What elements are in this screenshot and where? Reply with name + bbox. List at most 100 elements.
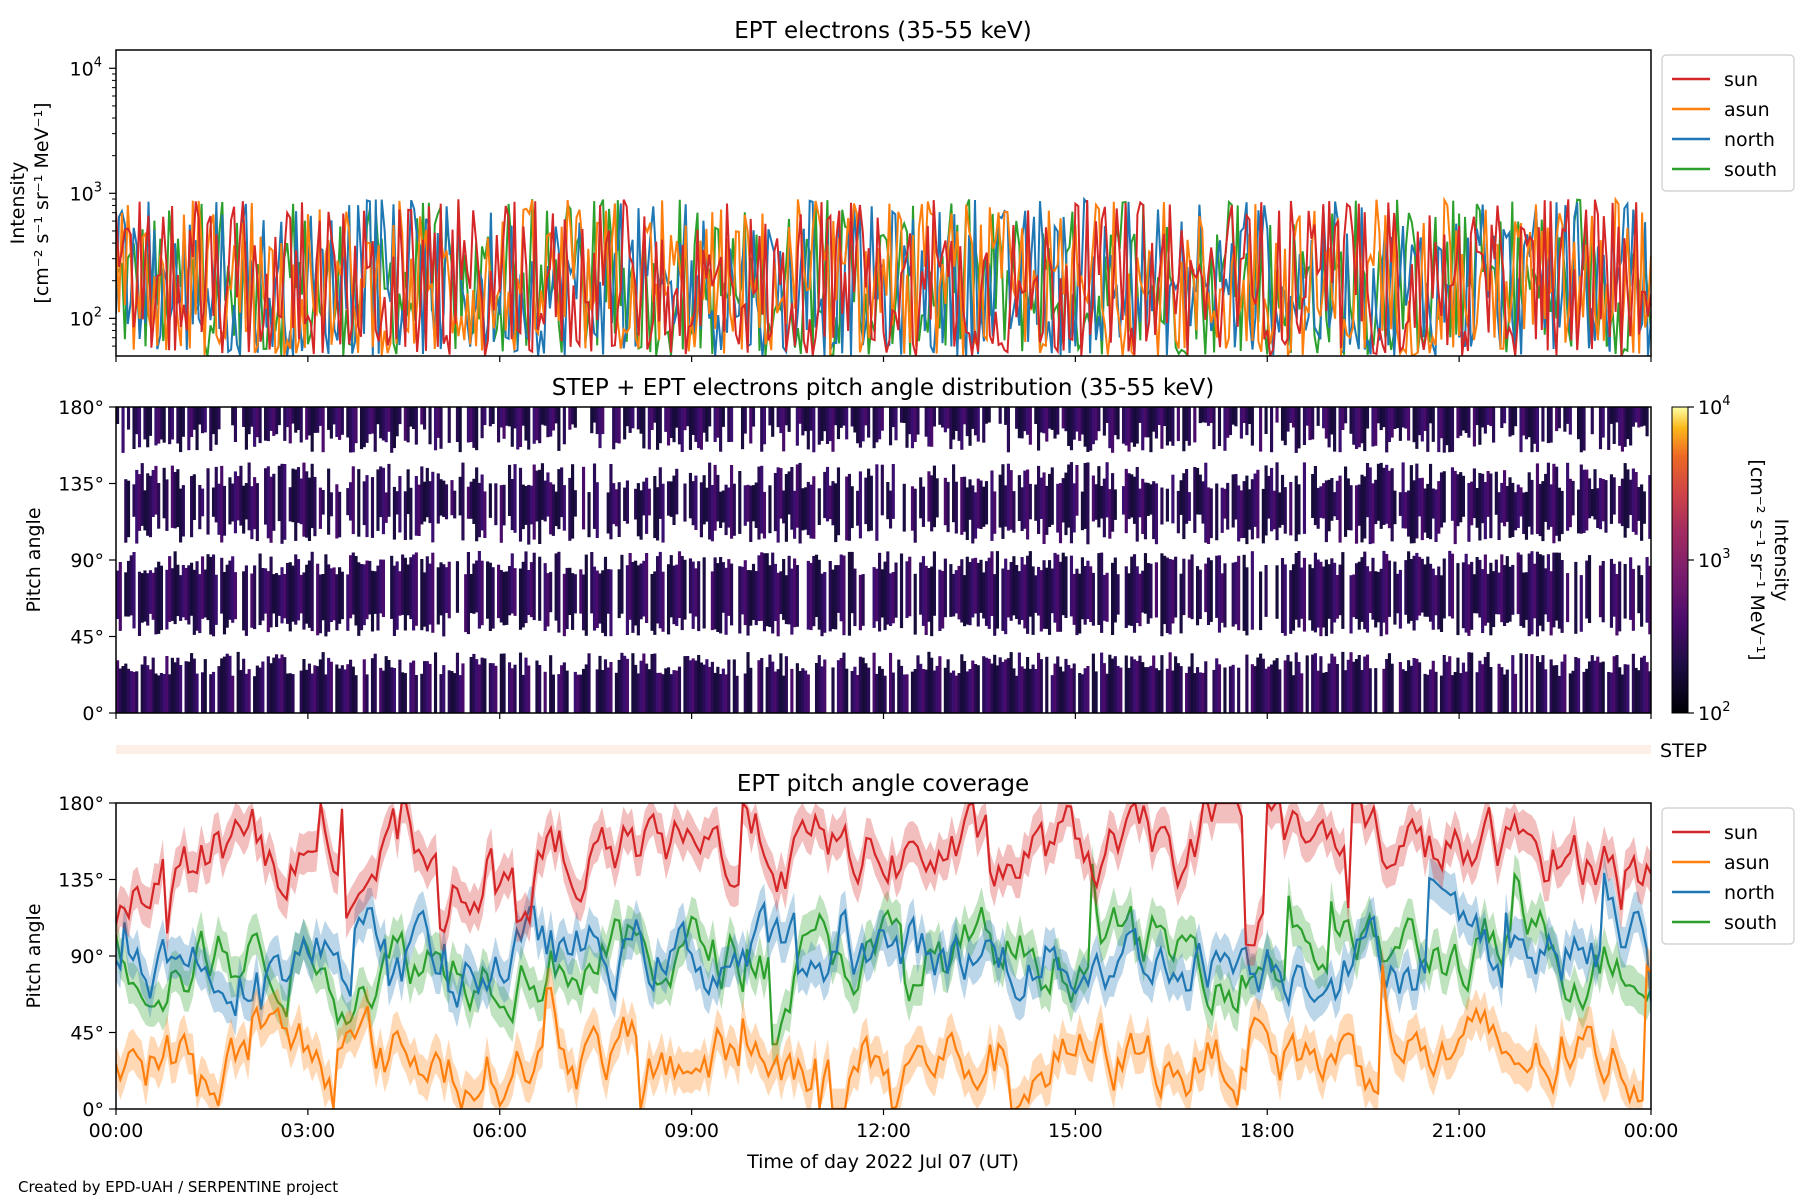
heatmap-cell [724,567,728,635]
heatmap-cell [623,487,627,521]
heatmap-cell [423,661,427,713]
heatmap-cell [790,467,794,530]
heatmap-cell [798,671,802,713]
heatmap-cell [806,674,810,713]
heatmap-cell [905,561,909,618]
heatmap-cell [1058,561,1063,632]
heatmap-cell [557,674,561,713]
heatmap-cell [1618,486,1622,524]
heatmap-cell [1195,467,1200,515]
heatmap-cell [817,559,821,630]
heatmap-cell [154,465,158,515]
heatmap-cell [1080,407,1084,435]
heatmap-cell [1080,674,1084,713]
heatmap-cell [960,559,964,623]
heatmap-cell [412,407,416,429]
heatmap-cell [291,407,295,424]
heatmap-cell [1231,562,1235,627]
heatmap-cell [146,665,150,713]
heatmap-cell [645,663,649,713]
heatmap-cell [820,407,824,441]
heatmap-cell [598,573,602,624]
heatmap-cell [516,407,520,450]
heatmap-cell [1453,470,1457,545]
heatmap-cell [455,561,460,613]
heatmap-cell [669,555,673,618]
heatmap-cell [1626,407,1630,440]
heatmap-cell [1629,479,1633,515]
intensity-series [116,196,1651,356]
legend-box [1661,807,1795,945]
heatmap-cell [968,479,972,520]
heatmap-cell [1544,669,1548,713]
heatmap-cell [1434,575,1438,616]
heatmap-cell [806,481,810,536]
heatmap-cell [1374,479,1378,525]
heatmap-cell [401,672,405,713]
heatmap-cell [642,653,646,713]
heatmap-cell [376,407,380,425]
heatmap-cell [406,564,410,616]
heatmap-cell [168,674,172,713]
heatmap-cell [1242,554,1246,631]
heatmap-cell [348,555,353,619]
heatmap-cell [332,407,336,425]
heatmap-cell [993,654,997,713]
heatmap-cell [507,566,512,616]
heatmap-cell [1237,667,1241,713]
heatmap-cell [302,572,306,630]
heatmap-cell [581,574,586,631]
heatmap-cell [162,467,166,519]
heatmap-cell [968,562,972,626]
heatmap-cell [1311,654,1315,713]
heatmap-cell [727,659,731,713]
heatmap-cell [1431,488,1435,519]
heatmap-cell [1409,465,1413,544]
heatmap-cell [691,481,695,526]
y-tick-label: 0° [82,703,104,725]
heatmap-cell [214,574,218,625]
heatmap-cell [1004,485,1008,527]
heatmap-cell [751,407,756,427]
heatmap-cell [285,407,290,428]
heatmap-cell [1012,556,1016,616]
heatmap-cell [1264,565,1268,617]
heatmap-cell [1330,653,1334,713]
heatmap-cell [932,407,936,427]
heatmap-cell [998,657,1002,713]
heatmap-cell [1481,664,1485,713]
heatmap-cell [1091,653,1095,713]
heatmap-cell [710,571,714,631]
heatmap-cell [1412,407,1416,443]
heatmap-cell [757,555,761,621]
heatmap-cell [187,407,191,451]
heatmap-cell [466,407,470,443]
heatmap-cell [1346,478,1350,531]
heatmap-cell [379,407,383,439]
heatmap-cell [527,484,531,545]
heatmap-cell [1160,655,1164,713]
heatmap-cell [1648,475,1652,539]
heatmap-cell [532,464,536,540]
heatmap-cell [239,670,243,713]
heatmap-cell [329,568,333,622]
heatmap-cell [236,651,240,713]
heatmap-cell [1533,563,1537,619]
heatmap-cell [217,407,221,430]
heatmap-cell [543,480,547,522]
heatmap-cell [1494,471,1498,515]
heatmap-cell [1519,554,1523,626]
heatmap-cell [891,407,895,428]
heatmap-cell [157,561,161,634]
heatmap-cell [1130,656,1134,713]
heatmap-cell [773,563,777,621]
heatmap-cell [853,666,857,713]
heatmap-cell [518,467,523,542]
x-tick-label: 00:00 [89,1120,144,1142]
heatmap-cell [1275,565,1279,619]
heatmap-cell [1259,653,1263,713]
heatmap-cell [1374,571,1378,628]
heatmap-cell [1593,469,1597,520]
heatmap-cell [888,490,893,529]
heatmap-cell [1324,559,1328,637]
